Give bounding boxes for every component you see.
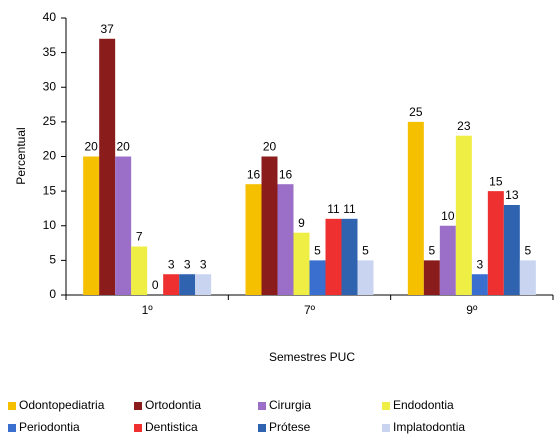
bar [503,204,520,295]
y-tick-label: 35 [43,45,57,59]
y-axis-label: Percentual [14,127,28,184]
x-axis-label: Semestres PUC [269,350,355,364]
bar [163,274,180,295]
data-label: 20 [84,140,98,154]
bar [277,184,294,295]
bar [519,260,536,295]
data-label: 25 [409,105,423,119]
data-label: 11 [343,202,356,216]
data-label: 5 [428,244,435,258]
y-tick-label: 20 [43,149,57,163]
legend-swatch [382,424,390,432]
y-tick-label: 10 [43,218,57,232]
data-label: 3 [168,257,175,271]
bar [471,274,488,295]
legend-label: Implatodontia [393,420,465,434]
bar [245,184,262,295]
data-label: 9 [298,216,305,230]
data-label: 16 [279,167,293,181]
y-tick-label: 30 [43,79,57,93]
data-label: 5 [524,244,531,258]
legend-swatch [258,402,266,410]
y-tick-label: 0 [49,287,56,301]
bar [439,225,456,295]
legend-swatch [8,402,16,410]
legend-label: Endodontia [393,398,454,412]
data-label: 3 [200,257,207,271]
data-label: 3 [476,257,483,271]
bar [179,274,196,295]
legend-label: Dentistica [145,420,198,434]
bar [261,156,278,295]
x-tick-label: 7º [304,303,316,317]
legend-label: Ortodontia [145,398,201,412]
bar [99,38,116,296]
legend-label: Prótese [269,420,311,434]
data-label: 5 [362,244,369,258]
bar [83,156,100,295]
data-label: 13 [505,188,519,202]
bar [341,218,358,295]
data-label: 37 [100,22,114,36]
legend-swatch [258,424,266,432]
bar [423,260,440,295]
x-tick-label: 1º [142,303,154,317]
bar [407,121,424,295]
bar [455,135,472,295]
bar [357,260,374,295]
legend-swatch [382,402,390,410]
legend-label: Cirurgia [269,398,311,412]
bar [293,232,310,295]
legend-swatch [134,402,142,410]
legend-swatch [134,424,142,432]
bar [325,218,342,295]
data-label: 5 [314,244,321,258]
legend-label: Odontopediatria [19,398,105,412]
data-label: 11 [327,202,340,216]
data-label: 0 [152,278,159,292]
data-label: 10 [441,209,455,223]
data-label: 3 [184,257,191,271]
legend-label: Periodontia [19,420,80,434]
bar [115,156,132,295]
data-label: 15 [489,174,503,188]
data-label: 20 [116,140,130,154]
data-label: 7 [136,230,143,244]
legend-swatch [8,424,16,432]
data-label: 23 [457,119,471,133]
bar [487,191,504,295]
bar [309,260,326,295]
bar [131,246,148,295]
data-label: 20 [263,140,277,154]
y-tick-label: 5 [49,253,56,267]
x-tick-label: 9º [466,303,478,317]
data-label: 16 [247,167,261,181]
bar [195,274,212,295]
y-tick-label: 25 [43,114,57,128]
y-tick-label: 40 [43,10,57,24]
y-tick-label: 15 [43,183,57,197]
